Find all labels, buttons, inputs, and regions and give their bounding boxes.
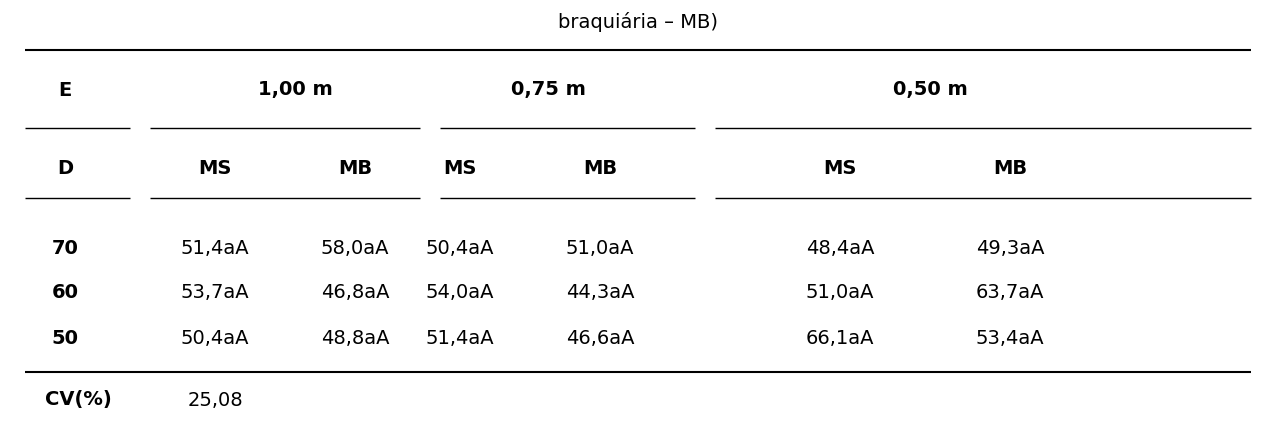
Text: 70: 70 (51, 238, 78, 257)
Text: 51,4aA: 51,4aA (181, 238, 249, 257)
Text: 51,0aA: 51,0aA (805, 284, 874, 302)
Text: 58,0aA: 58,0aA (320, 238, 389, 257)
Text: CV(%): CV(%) (45, 391, 112, 410)
Text: 54,0aA: 54,0aA (426, 284, 494, 302)
Text: 50: 50 (51, 329, 79, 348)
Text: MS: MS (443, 159, 477, 178)
Text: 25,08: 25,08 (188, 391, 242, 410)
Text: braquiária – MB): braquiária – MB) (558, 12, 718, 32)
Text: 46,8aA: 46,8aA (320, 284, 389, 302)
Text: 49,3aA: 49,3aA (976, 238, 1044, 257)
Text: 51,0aA: 51,0aA (565, 238, 634, 257)
Text: MS: MS (823, 159, 856, 178)
Text: MB: MB (993, 159, 1027, 178)
Text: 53,7aA: 53,7aA (181, 284, 249, 302)
Text: 53,4aA: 53,4aA (976, 329, 1044, 348)
Text: 48,4aA: 48,4aA (805, 238, 874, 257)
Text: 46,6aA: 46,6aA (565, 329, 634, 348)
Text: 48,8aA: 48,8aA (320, 329, 389, 348)
Text: 44,3aA: 44,3aA (565, 284, 634, 302)
Text: MB: MB (583, 159, 618, 178)
Text: 50,4aA: 50,4aA (426, 238, 494, 257)
Text: 63,7aA: 63,7aA (976, 284, 1044, 302)
Text: D: D (57, 159, 73, 178)
Text: 66,1aA: 66,1aA (805, 329, 874, 348)
Text: E: E (59, 81, 71, 100)
Text: 0,50 m: 0,50 m (893, 81, 967, 100)
Text: 51,4aA: 51,4aA (426, 329, 494, 348)
Text: 50,4aA: 50,4aA (181, 329, 249, 348)
Text: MB: MB (338, 159, 373, 178)
Text: 1,00 m: 1,00 m (258, 81, 332, 100)
Text: 0,75 m: 0,75 m (510, 81, 586, 100)
Text: MS: MS (198, 159, 232, 178)
Text: 60: 60 (51, 284, 79, 302)
